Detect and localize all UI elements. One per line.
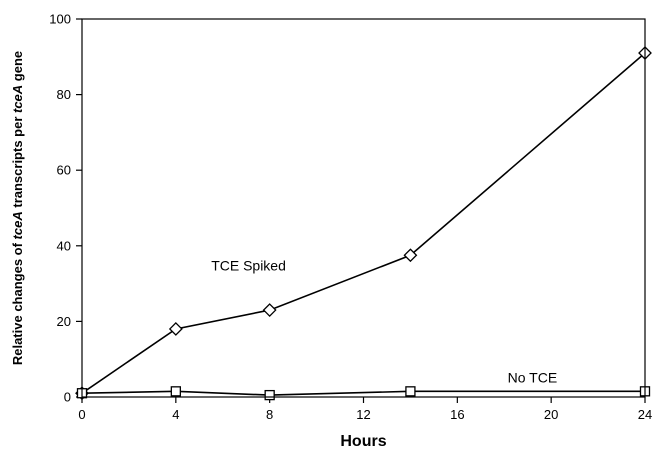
square-marker	[170, 386, 181, 397]
x-tick-label: 8	[266, 407, 273, 422]
y-axis-title-part: tceA	[10, 85, 25, 113]
x-tick-label: 4	[172, 407, 179, 422]
series-line	[81, 52, 646, 394]
y-tick-label: 80	[57, 87, 71, 102]
plot-frame	[81, 18, 646, 398]
series-label: TCE Spiked	[211, 257, 286, 273]
x-tick-label: 20	[544, 407, 558, 422]
square-marker	[264, 389, 275, 401]
x-tick-label: 0	[78, 407, 85, 422]
square-marker	[405, 386, 416, 397]
x-tick-label: 12	[356, 407, 370, 422]
y-axis-title-part: tceA	[10, 211, 25, 239]
y-axis-title-part: Relative changes of	[10, 239, 25, 365]
y-tick-label: 100	[49, 12, 71, 27]
x-axis-ticks: 0 4 8 12 16 20 24	[78, 397, 652, 422]
series-layer	[75, 46, 652, 401]
y-axis-title-part: transcripts per	[10, 113, 25, 211]
series-label: No TCE	[508, 370, 558, 386]
y-axis-ticks: 0 20 40 60 80 100	[49, 12, 82, 405]
x-axis-title: Hours	[340, 433, 386, 450]
x-tick-label: 16	[450, 407, 464, 422]
diamond-marker	[403, 248, 418, 263]
y-tick-label: 20	[57, 314, 71, 329]
diamond-marker	[168, 322, 183, 336]
series-line	[81, 390, 645, 396]
y-tick-label: 60	[57, 163, 71, 178]
y-tick-label: 0	[64, 390, 71, 405]
y-axis-title: Relative changes of tceA transcripts per…	[10, 51, 25, 365]
y-axis-title-part: gene	[10, 51, 25, 85]
diamond-marker	[262, 303, 277, 317]
series-labels: TCE Spiked No TCE	[211, 257, 557, 385]
x-tick-label: 24	[638, 407, 652, 422]
y-tick-label: 40	[57, 238, 71, 253]
